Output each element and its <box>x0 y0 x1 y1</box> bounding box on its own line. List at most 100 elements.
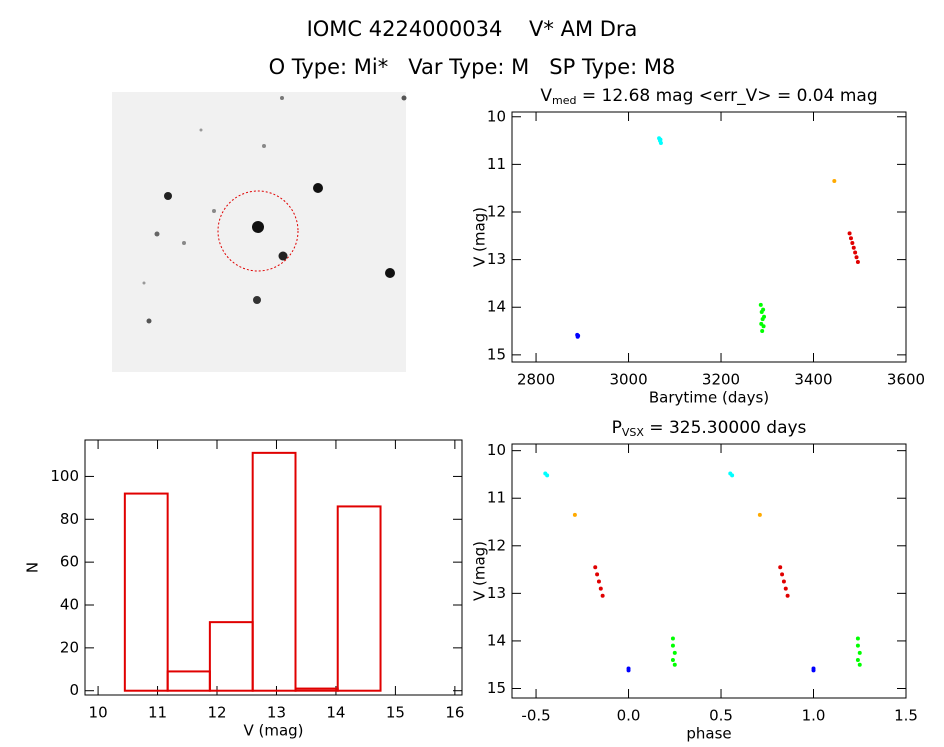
data-point <box>759 321 764 326</box>
data-point <box>757 512 762 517</box>
y-tick-label: 100 <box>50 467 79 485</box>
y-tick-label: 13 <box>487 250 506 268</box>
axes-frame <box>511 111 907 363</box>
chart-title: Vmed = 12.68 mag <err_V> = 0.04 mag <box>540 86 877 107</box>
y-tick-label: 15 <box>487 345 506 363</box>
data-point <box>762 314 767 319</box>
title-main: V <box>540 86 552 106</box>
y-tick-label: 10 <box>487 107 506 125</box>
data-point <box>596 579 601 584</box>
histogram-bar <box>251 451 297 692</box>
y-tick-label: 12 <box>487 203 506 221</box>
title-sub: med <box>552 94 576 107</box>
data-point <box>658 137 663 142</box>
title-line-1: IOMC 4224000034 V* AM Dra <box>307 17 638 41</box>
title-main: P <box>612 418 622 438</box>
data-point <box>855 260 860 264</box>
data-point <box>783 586 788 591</box>
x-tick-label: -0.5 <box>521 707 550 725</box>
data-point <box>730 473 735 478</box>
x-tick-label: 3200 <box>702 371 740 389</box>
title-rest: = 325.30000 days <box>644 418 807 438</box>
x-tick-label: 14 <box>326 704 345 722</box>
data-point <box>850 240 855 245</box>
data-point <box>778 565 783 570</box>
x-tick-label: 3400 <box>794 371 832 389</box>
data-point <box>598 586 603 591</box>
data-point <box>626 668 631 673</box>
data-point <box>847 231 852 236</box>
data-point <box>670 643 675 648</box>
x-axis-label: V (mag) <box>243 722 303 740</box>
y-tick-label: 12 <box>487 536 506 554</box>
y-axis-label: V (mag) <box>471 541 489 601</box>
y-tick-label: 13 <box>487 584 506 602</box>
histogram-bar <box>294 687 339 692</box>
data-point <box>854 255 859 260</box>
y-tick-label: 11 <box>487 155 506 173</box>
title-sub: VSX <box>622 426 645 439</box>
y-tick-label: 15 <box>487 679 506 697</box>
x-axis-label: phase <box>686 725 731 743</box>
y-tick-label: 80 <box>60 510 79 528</box>
data-point <box>785 593 790 598</box>
data-point <box>851 245 856 250</box>
data-point <box>595 572 600 577</box>
data-point <box>670 636 675 641</box>
y-axis-label: N <box>24 562 42 573</box>
data-point <box>857 650 862 655</box>
y-tick-label: 40 <box>60 596 79 614</box>
x-tick-label: 13 <box>267 704 286 722</box>
data-point <box>857 662 862 667</box>
y-tick-label: 14 <box>487 298 506 316</box>
axes-frame <box>84 439 463 696</box>
data-point <box>572 512 577 517</box>
x-tick-label: 2800 <box>517 371 555 389</box>
axes-frame <box>511 443 907 699</box>
y-tick-label: 20 <box>60 638 79 656</box>
data-point <box>832 179 837 184</box>
x-tick-label: 1.5 <box>894 707 918 725</box>
data-point <box>855 643 860 648</box>
data-point <box>672 650 677 655</box>
sky-image <box>112 92 407 372</box>
data-point <box>600 593 605 598</box>
x-tick-label: 0.5 <box>709 707 733 725</box>
data-point <box>781 579 786 584</box>
histogram-bar <box>208 621 254 692</box>
x-tick-label: 3000 <box>609 371 647 389</box>
data-point <box>855 636 860 641</box>
chart-title: PVSX = 325.30000 days <box>612 418 807 439</box>
y-axis-label: V (mag) <box>471 207 489 267</box>
y-tick-label: 60 <box>60 553 79 571</box>
data-point <box>761 307 766 312</box>
title-line-2: O Type: Mi* Var Type: M SP Type: M8 <box>269 55 676 79</box>
y-tick-label: 10 <box>487 441 506 459</box>
x-tick-label: 1.0 <box>802 707 826 725</box>
title-rest: = 12.68 mag <err_V> = 0.04 mag <box>576 86 877 106</box>
histogram-bar <box>336 505 382 692</box>
x-tick-label: 0.0 <box>617 707 641 725</box>
x-tick-label: 10 <box>89 704 108 722</box>
histogram-bar <box>166 670 211 692</box>
x-axis-label: Barytime (days) <box>649 389 769 407</box>
data-point <box>545 473 550 478</box>
data-point <box>576 333 581 338</box>
y-tick-label: 14 <box>487 631 506 649</box>
histogram-bar <box>123 492 169 692</box>
data-point <box>853 250 858 255</box>
data-point <box>848 236 853 241</box>
data-point <box>758 302 763 307</box>
data-point <box>780 572 785 577</box>
y-tick-label: 0 <box>69 681 79 699</box>
x-tick-label: 3600 <box>887 371 925 389</box>
data-point <box>811 668 816 673</box>
data-point <box>593 565 598 570</box>
data-point <box>672 662 677 667</box>
x-tick-label: 12 <box>207 704 226 722</box>
x-tick-label: 15 <box>386 704 405 722</box>
data-point <box>670 657 675 662</box>
data-point <box>658 140 663 145</box>
data-point <box>760 329 765 334</box>
